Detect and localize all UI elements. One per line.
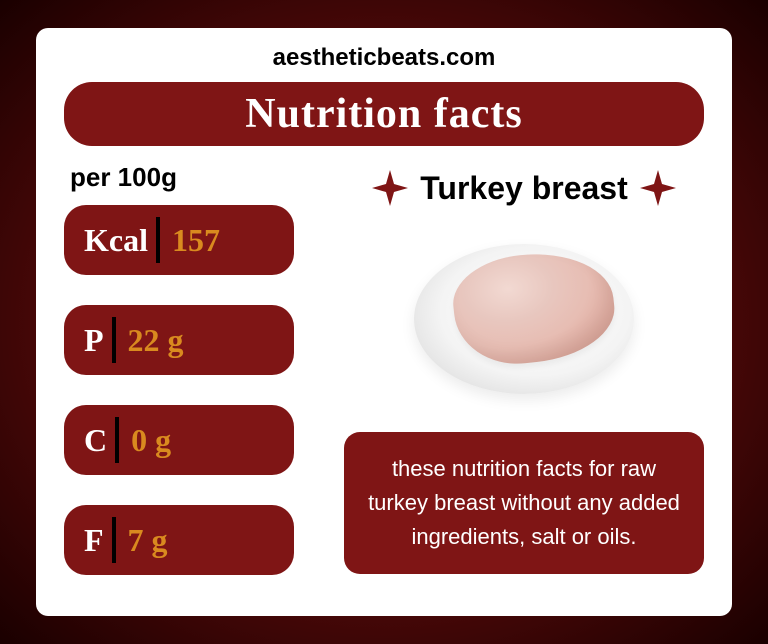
separator	[112, 317, 116, 363]
separator	[115, 417, 119, 463]
nutrient-kcal: Kcal 157	[64, 205, 294, 275]
nutrient-value: 22 g	[128, 322, 184, 359]
nutrient-label: P	[84, 322, 104, 359]
left-column: per 100g Kcal 157 P 22 g C 0 g F 7 g	[64, 158, 320, 575]
sparkle-icon	[638, 168, 678, 208]
nutrient-value: 157	[172, 222, 220, 259]
food-name: Turkey breast	[420, 170, 628, 207]
serving-label: per 100g	[70, 162, 320, 193]
right-column: Turkey breast these nutrition facts for …	[344, 158, 704, 575]
food-image	[394, 214, 654, 414]
title-pill: Nutrition facts	[64, 82, 704, 146]
nutrient-fat: F 7 g	[64, 505, 294, 575]
food-row: Turkey breast	[370, 168, 678, 208]
nutrient-value: 0 g	[131, 422, 171, 459]
note-box: these nutrition facts for raw turkey bre…	[344, 432, 704, 574]
card: aestheticbeats.com Nutrition facts per 1…	[36, 28, 732, 616]
nutrient-label: C	[84, 422, 107, 459]
title-text: Nutrition facts	[245, 90, 522, 138]
nutrient-value: 7 g	[128, 522, 168, 559]
nutrient-label: F	[84, 522, 104, 559]
nutrient-label: Kcal	[84, 222, 148, 259]
columns: per 100g Kcal 157 P 22 g C 0 g F 7 g	[64, 158, 704, 575]
nutrient-protein: P 22 g	[64, 305, 294, 375]
nutrient-carbs: C 0 g	[64, 405, 294, 475]
separator	[156, 217, 160, 263]
sparkle-icon	[370, 168, 410, 208]
site-name: aestheticbeats.com	[64, 44, 704, 72]
separator	[112, 517, 116, 563]
